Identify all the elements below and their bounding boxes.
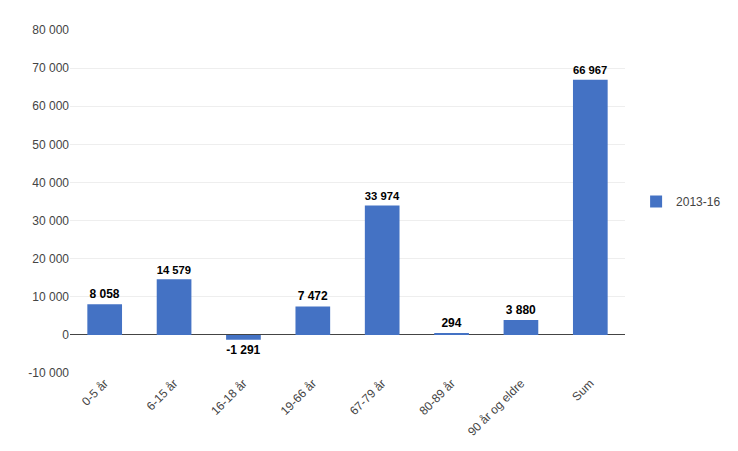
svg-text:3 880: 3 880 xyxy=(506,303,536,317)
svg-text:6-15 år: 6-15 år xyxy=(144,376,181,413)
svg-text:67-79 år: 67-79 år xyxy=(347,376,389,418)
svg-text:19-66 år: 19-66 år xyxy=(278,376,320,418)
svg-text:66 967: 66 967 xyxy=(573,64,607,76)
svg-text:60 000: 60 000 xyxy=(32,99,69,113)
svg-text:40 000: 40 000 xyxy=(32,176,69,190)
svg-text:10 000: 10 000 xyxy=(32,290,69,304)
svg-text:80-89 år: 80-89 år xyxy=(416,376,458,418)
svg-text:14 579: 14 579 xyxy=(157,264,191,276)
svg-text:Sum: Sum xyxy=(569,376,596,403)
svg-text:30 000: 30 000 xyxy=(32,214,69,228)
svg-text:0: 0 xyxy=(62,328,69,342)
svg-text:20 000: 20 000 xyxy=(32,252,69,266)
svg-text:294: 294 xyxy=(441,316,461,330)
svg-text:-1 291: -1 291 xyxy=(226,343,260,357)
svg-text:2013-16: 2013-16 xyxy=(676,195,720,209)
svg-text:16-18 år: 16-18 år xyxy=(208,376,250,418)
svg-text:0-5 år: 0-5 år xyxy=(79,376,111,408)
svg-text:80 000: 80 000 xyxy=(32,23,69,37)
svg-text:8 058: 8 058 xyxy=(90,287,120,301)
svg-text:33 974: 33 974 xyxy=(365,190,400,202)
svg-text:50 000: 50 000 xyxy=(32,138,69,152)
svg-text:90 år og eldre: 90 år og eldre xyxy=(465,376,527,438)
svg-text:-10 000: -10 000 xyxy=(28,366,69,380)
svg-text:7 472: 7 472 xyxy=(298,289,328,303)
svg-text:70 000: 70 000 xyxy=(32,61,69,75)
